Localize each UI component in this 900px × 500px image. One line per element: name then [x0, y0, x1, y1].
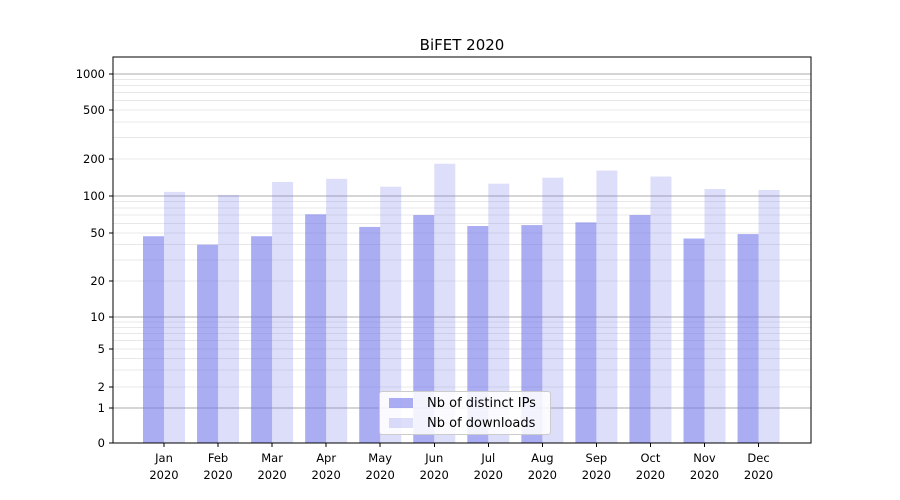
bar-downloads: [434, 163, 456, 443]
x-tick-label-year: 2020: [744, 468, 773, 482]
bar-distinct-ips: [683, 238, 705, 443]
y-tick-label: 500: [83, 103, 105, 117]
x-tick-label-year: 2020: [366, 468, 395, 482]
bar-distinct-ips: [467, 226, 489, 443]
x-tick-label-year: 2020: [690, 468, 719, 482]
legend-label-downloads: Nb of downloads: [427, 415, 536, 431]
bar-distinct-ips: [143, 236, 164, 443]
bar-distinct-ips: [305, 214, 327, 443]
x-tick-label-month: Feb: [208, 451, 228, 465]
legend: Nb of distinct IPs Nb of downloads: [379, 391, 551, 435]
bar-downloads: [272, 181, 294, 444]
x-tick-label-year: 2020: [636, 468, 665, 482]
y-tick-label: 1: [98, 401, 105, 415]
x-tick-label-month: Oct: [641, 451, 661, 465]
bar-distinct-ips: [737, 234, 759, 443]
x-tick-label-year: 2020: [528, 468, 557, 482]
bar-downloads: [650, 176, 672, 443]
x-tick-label-month: May: [368, 451, 392, 465]
bar-downloads: [704, 189, 726, 443]
x-tick-label-year: 2020: [149, 468, 178, 482]
legend-swatch-distinct-ips: [389, 398, 413, 408]
x-tick-label-month: Jun: [424, 451, 443, 465]
bar-downloads: [380, 186, 402, 443]
y-tick-label: 20: [90, 274, 105, 288]
legend-label-distinct-ips: Nb of distinct IPs: [427, 395, 536, 411]
x-tick-label-year: 2020: [474, 468, 503, 482]
bar-downloads: [326, 178, 348, 443]
y-tick-label: 200: [83, 152, 105, 166]
legend-item-downloads: Nb of downloads: [380, 415, 550, 432]
x-tick-label-month: Mar: [261, 451, 283, 465]
y-tick-label: 2: [98, 380, 105, 394]
x-tick-label-month: Nov: [693, 451, 716, 465]
bar-distinct-ips: [413, 215, 435, 443]
bar-downloads: [218, 194, 240, 443]
bar-distinct-ips: [359, 226, 381, 443]
x-tick-label-year: 2020: [203, 468, 232, 482]
x-tick-label-month: Jan: [154, 451, 173, 465]
y-tick-label: 50: [90, 226, 105, 240]
bar-downloads: [596, 170, 618, 444]
x-tick-label-year: 2020: [257, 468, 286, 482]
bar-distinct-ips: [251, 236, 273, 443]
y-tick-label: 1000: [76, 67, 105, 81]
bar-downloads: [164, 191, 185, 443]
y-tick-label: 5: [98, 342, 105, 356]
bar-distinct-ips: [575, 222, 597, 443]
x-tick-label-month: Dec: [747, 451, 769, 465]
y-tick-label: 0: [98, 436, 105, 450]
chart-title: BiFET 2020: [419, 36, 505, 54]
y-tick-label: 100: [83, 189, 105, 203]
plot-border: [112, 56, 812, 444]
x-tick-label-month: Aug: [531, 451, 553, 465]
x-tick-label-year: 2020: [420, 468, 449, 482]
legend-item-distinct-ips: Nb of distinct IPs: [380, 395, 550, 412]
bar-distinct-ips: [629, 215, 651, 443]
x-tick-label-month: Sep: [586, 451, 608, 465]
x-tick-label-year: 2020: [312, 468, 341, 482]
x-tick-label-year: 2020: [582, 468, 611, 482]
bar-downloads: [542, 177, 564, 443]
bar-distinct-ips: [197, 244, 219, 443]
x-tick-label-month: Jul: [480, 451, 495, 465]
x-tick-label-month: Apr: [316, 451, 336, 465]
bar-distinct-ips: [521, 225, 543, 443]
y-tick-label: 10: [90, 310, 105, 324]
bar-downloads: [758, 189, 780, 443]
bar-downloads: [488, 183, 510, 443]
legend-swatch-downloads: [389, 418, 413, 428]
